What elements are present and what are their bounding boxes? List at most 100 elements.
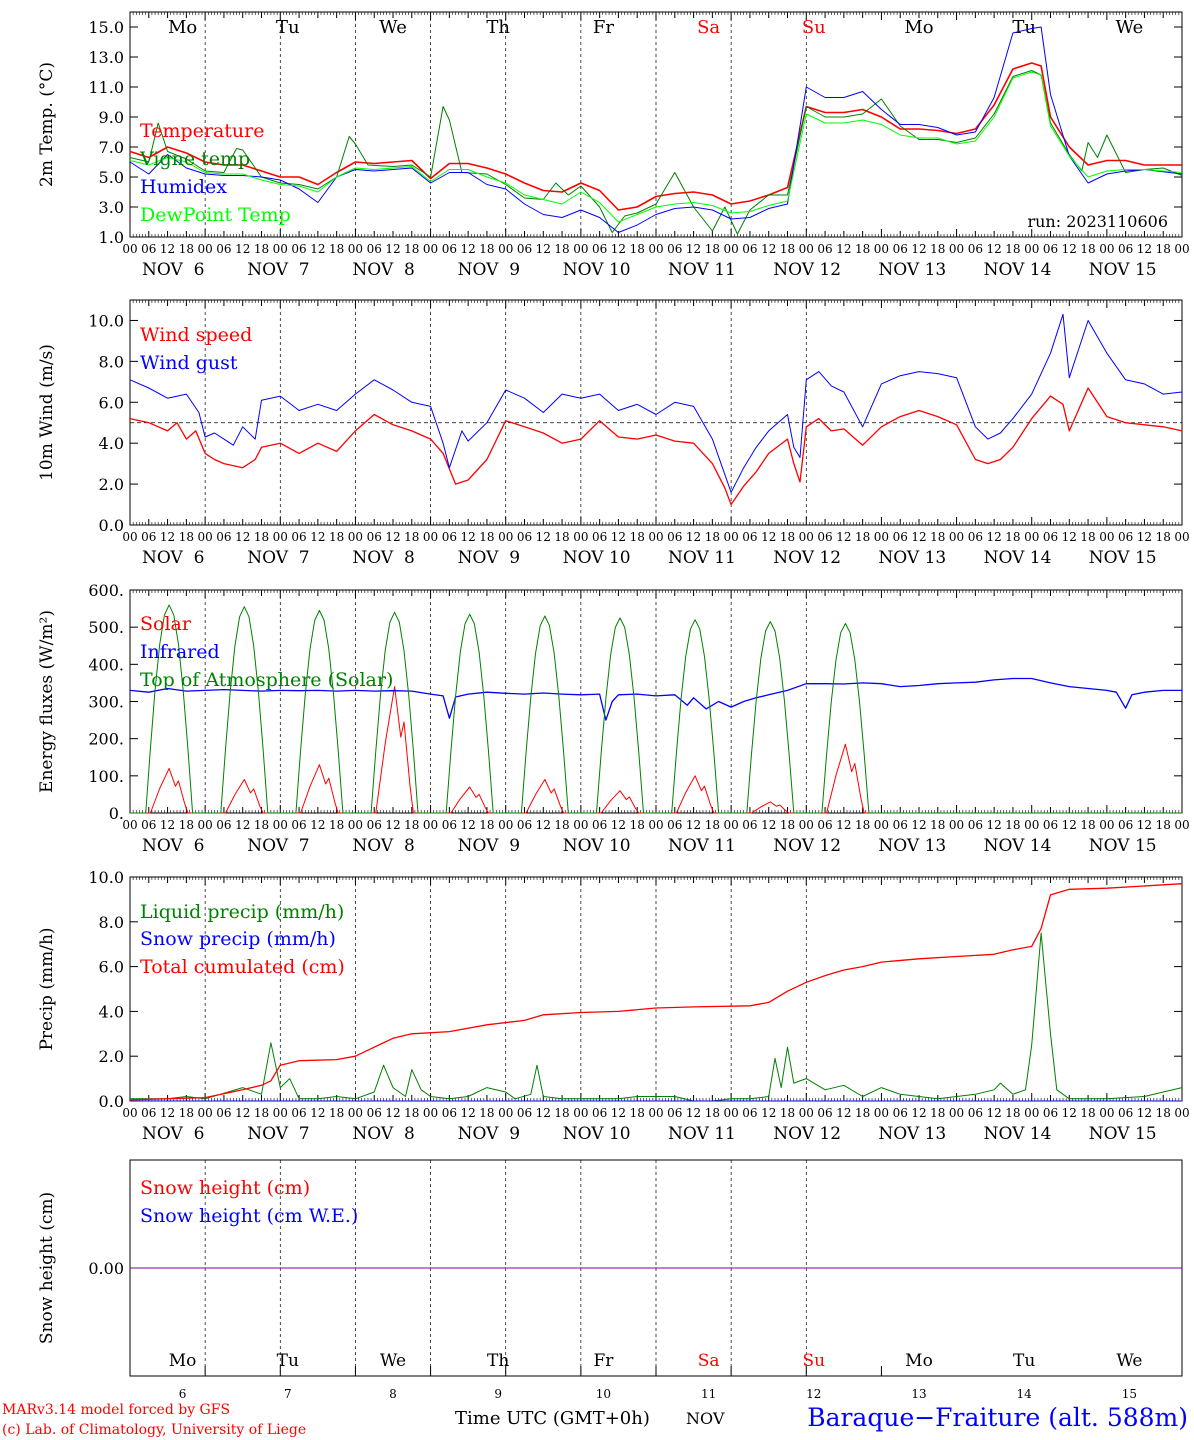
day-number-label: 15 bbox=[1122, 1387, 1137, 1401]
hour-tick-label: 18 bbox=[1005, 242, 1020, 256]
legend-entry: Snow height (cm) bbox=[140, 1177, 310, 1199]
day-of-week-label: Tu bbox=[276, 17, 300, 38]
hour-tick-label: 06 bbox=[667, 530, 682, 544]
hour-tick-label: 00 bbox=[799, 530, 814, 544]
hour-tick-label: 00 bbox=[1099, 1106, 1114, 1120]
hour-tick-label: 00 bbox=[423, 530, 438, 544]
y-tick-label: 11.0 bbox=[88, 78, 124, 97]
hour-tick-label: 06 bbox=[141, 1106, 156, 1120]
day-of-week-label: Tu bbox=[277, 1351, 299, 1371]
hour-tick-label: 06 bbox=[592, 818, 607, 832]
hour-tick-label: 06 bbox=[667, 1106, 682, 1120]
hour-tick-label: 12 bbox=[761, 818, 776, 832]
date-label: NOV 12 bbox=[773, 1124, 841, 1144]
hour-tick-label: 06 bbox=[592, 530, 607, 544]
hour-tick-label: 06 bbox=[442, 530, 457, 544]
series-line-wind-speed bbox=[129, 387, 1183, 506]
hour-tick-label: 12 bbox=[160, 818, 175, 832]
date-label: NOV 11 bbox=[668, 1124, 736, 1144]
day-of-week-label: Sa bbox=[697, 17, 720, 38]
date-label: NOV 8 bbox=[352, 548, 414, 568]
hour-tick-label: 06 bbox=[742, 818, 757, 832]
y-tick-label: 10.0 bbox=[88, 868, 124, 887]
series-line-total-cumulated-cm bbox=[129, 883, 1183, 1101]
hour-tick-label: 12 bbox=[385, 242, 400, 256]
hour-tick-label: 06 bbox=[1118, 530, 1133, 544]
hour-tick-label: 06 bbox=[216, 530, 231, 544]
hour-tick-label: 06 bbox=[216, 242, 231, 256]
day-of-week-label: Su bbox=[802, 17, 826, 38]
date-label: NOV 11 bbox=[668, 836, 736, 856]
hour-tick-label: 18 bbox=[1005, 818, 1020, 832]
hour-tick-label: 06 bbox=[216, 818, 231, 832]
hour-tick-label: 18 bbox=[1005, 1106, 1020, 1120]
hour-tick-label: 00 bbox=[648, 818, 663, 832]
date-label: NOV 15 bbox=[1089, 836, 1157, 856]
day-of-week-label: Sa bbox=[698, 1351, 720, 1371]
time-axis-label: Time UTC (GMT+0h) bbox=[455, 1408, 650, 1429]
day-of-week-label: We bbox=[1116, 17, 1144, 38]
date-label: NOV 7 bbox=[247, 548, 309, 568]
hour-tick-label: 18 bbox=[1156, 242, 1171, 256]
hour-tick-label: 00 bbox=[1174, 242, 1189, 256]
hour-tick-label: 00 bbox=[724, 530, 739, 544]
hour-tick-label: 18 bbox=[855, 1106, 870, 1120]
y-axis-label: Precip (mm/h) bbox=[37, 927, 57, 1050]
date-label: NOV 8 bbox=[352, 1124, 414, 1144]
hour-tick-label: 18 bbox=[554, 530, 569, 544]
hour-tick-label: 00 bbox=[348, 530, 363, 544]
hour-tick-label: 18 bbox=[855, 242, 870, 256]
model-credit: MARv3.14 model forced by GFS bbox=[2, 1402, 230, 1418]
hour-tick-label: 00 bbox=[724, 818, 739, 832]
hour-tick-label: 18 bbox=[479, 818, 494, 832]
hour-tick-label: 06 bbox=[817, 530, 832, 544]
legend-entry: Temperature bbox=[140, 120, 264, 142]
day-of-week-label: Th bbox=[487, 1351, 509, 1371]
hour-tick-label: 18 bbox=[329, 242, 344, 256]
hour-tick-label: 12 bbox=[310, 530, 325, 544]
hour-tick-label: 00 bbox=[198, 530, 213, 544]
hour-tick-label: 18 bbox=[705, 242, 720, 256]
y-tick-label: 500. bbox=[88, 618, 124, 637]
y-tick-label: 200. bbox=[88, 730, 124, 749]
hour-tick-label: 00 bbox=[498, 530, 513, 544]
date-label: NOV 13 bbox=[878, 548, 946, 568]
hour-tick-label: 12 bbox=[1137, 530, 1152, 544]
panel-5: Mo 6 Tu 7 We 8 Th 9 Fr 10 Sa 11 Su 12 Mo 13 Tu 14 We 15 0.00… bbox=[37, 1159, 1183, 1401]
date-label: NOV 12 bbox=[773, 836, 841, 856]
hour-tick-label: 00 bbox=[874, 530, 889, 544]
hour-tick-label: 12 bbox=[987, 242, 1002, 256]
hour-tick-label: 12 bbox=[536, 1106, 551, 1120]
hour-tick-label: 18 bbox=[179, 1106, 194, 1120]
hour-tick-label: 12 bbox=[1062, 530, 1077, 544]
hour-tick-label: 00 bbox=[498, 818, 513, 832]
day-number-label: 10 bbox=[596, 1387, 611, 1401]
hour-tick-label: 18 bbox=[1080, 530, 1095, 544]
hour-tick-label: 18 bbox=[254, 242, 269, 256]
hour-tick-label: 18 bbox=[780, 530, 795, 544]
hour-tick-label: 12 bbox=[536, 818, 551, 832]
hour-tick-label: 18 bbox=[254, 1106, 269, 1120]
panel-1: 00 06 12 18 00 06 12 18 00 06 12 18 00 06 12 18 00 06 12 18… bbox=[37, 11, 1190, 280]
day-of-week-label: Tu bbox=[1012, 17, 1036, 38]
hour-tick-label: 00 bbox=[122, 818, 137, 832]
y-tick-label: 3.0 bbox=[99, 198, 124, 217]
hour-tick-label: 06 bbox=[367, 242, 382, 256]
series-line-temperature bbox=[129, 62, 1182, 211]
hour-tick-label: 18 bbox=[479, 242, 494, 256]
legend-entry: Humidex bbox=[140, 176, 227, 198]
legend-entry: Wind speed bbox=[140, 324, 252, 346]
hour-tick-label: 00 bbox=[348, 818, 363, 832]
hour-tick-label: 00 bbox=[1174, 818, 1189, 832]
day-of-week-label: Fr bbox=[593, 1351, 614, 1371]
hour-tick-label: 12 bbox=[987, 530, 1002, 544]
hour-tick-label: 00 bbox=[1099, 242, 1114, 256]
lab-credit: (c) Lab. of Climatology, University of L… bbox=[2, 1422, 306, 1438]
date-label: NOV 7 bbox=[247, 260, 309, 280]
legend-entry: Infrared bbox=[140, 641, 220, 663]
hour-tick-label: 18 bbox=[179, 242, 194, 256]
hour-tick-label: 06 bbox=[667, 242, 682, 256]
hour-tick-label: 06 bbox=[367, 1106, 382, 1120]
hour-tick-label: 00 bbox=[1024, 1106, 1039, 1120]
hour-tick-label: 00 bbox=[724, 242, 739, 256]
